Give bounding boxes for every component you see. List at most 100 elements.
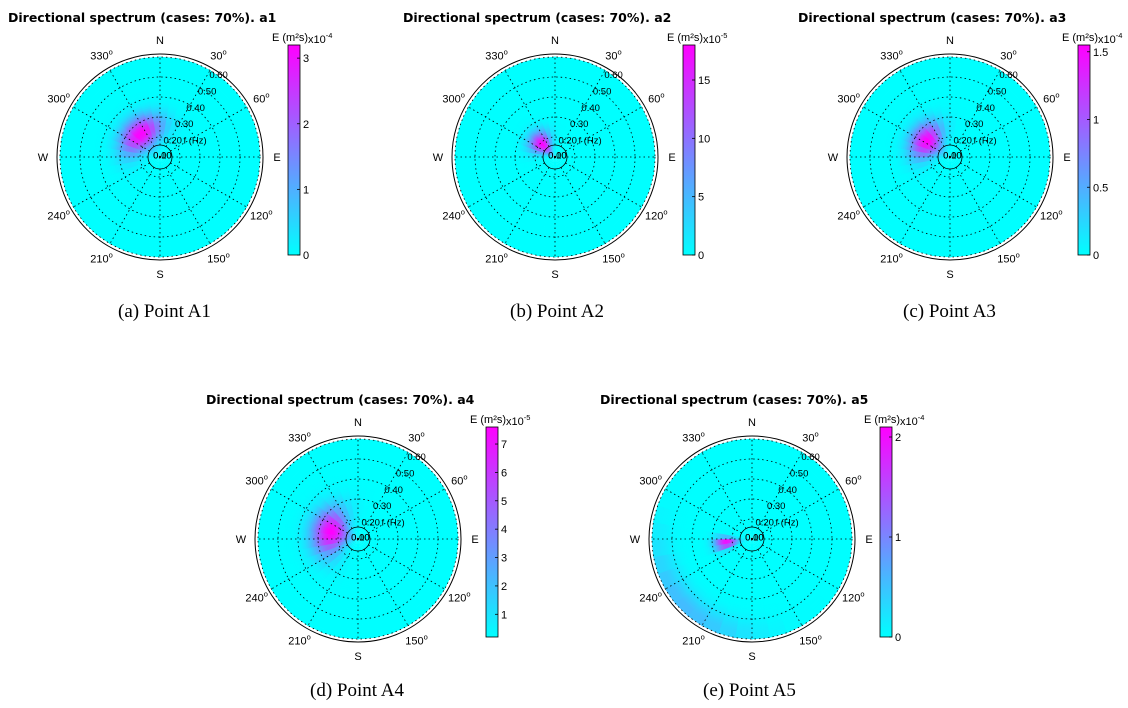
spectrum-cell [228, 143, 233, 158]
spectrum-cell [236, 142, 241, 158]
spectrum-cell [531, 174, 538, 181]
spectrum-cell [173, 154, 177, 158]
spectrum-cell [85, 143, 90, 158]
spectrum-cell [102, 80, 118, 92]
spectrum-cell [541, 139, 547, 144]
colorbar-exponent: x10-5 [703, 31, 727, 46]
spectrum-cell [585, 176, 592, 185]
spectrum-cell [990, 105, 1002, 117]
spectrum-cell [956, 167, 961, 172]
frequency-label: 0.40 [186, 103, 205, 114]
spectrum-cell [1044, 139, 1049, 158]
spectrum-cell [980, 204, 992, 213]
spectrum-cell [573, 164, 578, 170]
spectrum-cell [554, 158, 556, 162]
spectrum-cell [65, 139, 70, 158]
spectrum-cell [172, 83, 186, 90]
spectrum-cell [509, 71, 526, 82]
spectrum-cell [980, 176, 987, 185]
spectrum-cell [159, 78, 175, 83]
spectrum-cell [582, 132, 589, 140]
spectrum-cell [929, 179, 936, 186]
spectrum-cell [1036, 172, 1044, 190]
spectrum-cell [138, 167, 144, 173]
spectrum-cell [113, 94, 126, 104]
spectrum-cell [567, 118, 576, 125]
spectrum-cell [175, 65, 193, 73]
spectrum-cell [160, 150, 163, 154]
spectrum-cell [125, 246, 144, 255]
spectrum-cell [980, 118, 989, 127]
spectrum-cell [207, 187, 216, 199]
spectrum-cell [525, 134, 531, 142]
spectrum-cell [194, 191, 204, 201]
spectrum-cell [615, 196, 627, 211]
spectrum-cell [114, 208, 127, 219]
spectrum-cell [966, 246, 985, 255]
spectrum-cell [633, 171, 641, 188]
spectrum-cell [165, 125, 172, 129]
spectrum-cell [181, 116, 191, 124]
spectrum-cell [937, 188, 945, 193]
spectrum-cell [167, 175, 173, 180]
spectrum-cell [931, 253, 951, 258]
spectrum-cell [522, 193, 532, 201]
spectrum-cell [507, 131, 514, 141]
spectrum-cell [522, 139, 528, 147]
spectrum-cell [116, 113, 126, 123]
spectrum-cell [469, 126, 477, 143]
spectrum-cell [84, 116, 93, 131]
spectrum-cell [145, 115, 154, 120]
spectrum-cell [584, 162, 589, 169]
spectrum-cell [184, 195, 194, 203]
spectrum-cell [522, 210, 535, 218]
spectrum-cell [234, 91, 248, 109]
spectrum-cell [560, 186, 567, 191]
spectrum-cell [146, 170, 152, 175]
spectrum-cell [928, 167, 934, 173]
spectrum-cell [222, 119, 231, 133]
spectrum-cell [478, 143, 483, 158]
spectrum-cell [491, 167, 497, 180]
spectrum-cell [519, 185, 527, 193]
spectrum-cell [497, 99, 510, 112]
spectrum-cell [595, 83, 610, 95]
spectrum-cell [966, 141, 972, 147]
spectrum-cell [553, 146, 556, 150]
spectrum-cell [500, 200, 512, 212]
spectrum-cell [127, 96, 140, 104]
spectrum-cell [136, 182, 144, 189]
spectrum-cell [958, 179, 965, 184]
spectrum-cell [202, 104, 213, 115]
spectrum-cell [189, 138, 195, 146]
spectrum-cell [979, 202, 991, 212]
spectrum-cell [196, 193, 207, 204]
spectrum-cell [142, 251, 161, 256]
spectrum-cell [949, 172, 954, 176]
spectrum-cell [507, 182, 516, 193]
spectrum-cell [188, 73, 205, 83]
spectrum-cell [905, 207, 918, 217]
spectrum-cell [972, 179, 980, 187]
spectrum-cell [955, 186, 962, 191]
spectrum-cell [525, 179, 533, 187]
spectrum-cell [909, 202, 921, 212]
spectrum-cell [141, 103, 152, 109]
spectrum-cell [85, 216, 101, 232]
spectrum-cell [159, 231, 175, 236]
spectrum-cell [994, 165, 1000, 175]
spectrum-cell [576, 116, 586, 124]
spectrum-cell [155, 155, 159, 157]
spectrum-cell [145, 235, 161, 240]
spectrum-cell [579, 85, 594, 94]
spectrum-cell [593, 216, 608, 227]
spectrum-cell [973, 193, 983, 201]
spectrum-cell [1013, 101, 1026, 116]
spectrum-cell [554, 225, 569, 230]
spectrum-cell [107, 216, 122, 227]
spectrum-cell [599, 76, 615, 89]
spectrum-cell [496, 224, 512, 236]
center-dot [158, 155, 162, 159]
spectrum-cell [519, 90, 533, 99]
spectrum-cell [462, 107, 473, 125]
